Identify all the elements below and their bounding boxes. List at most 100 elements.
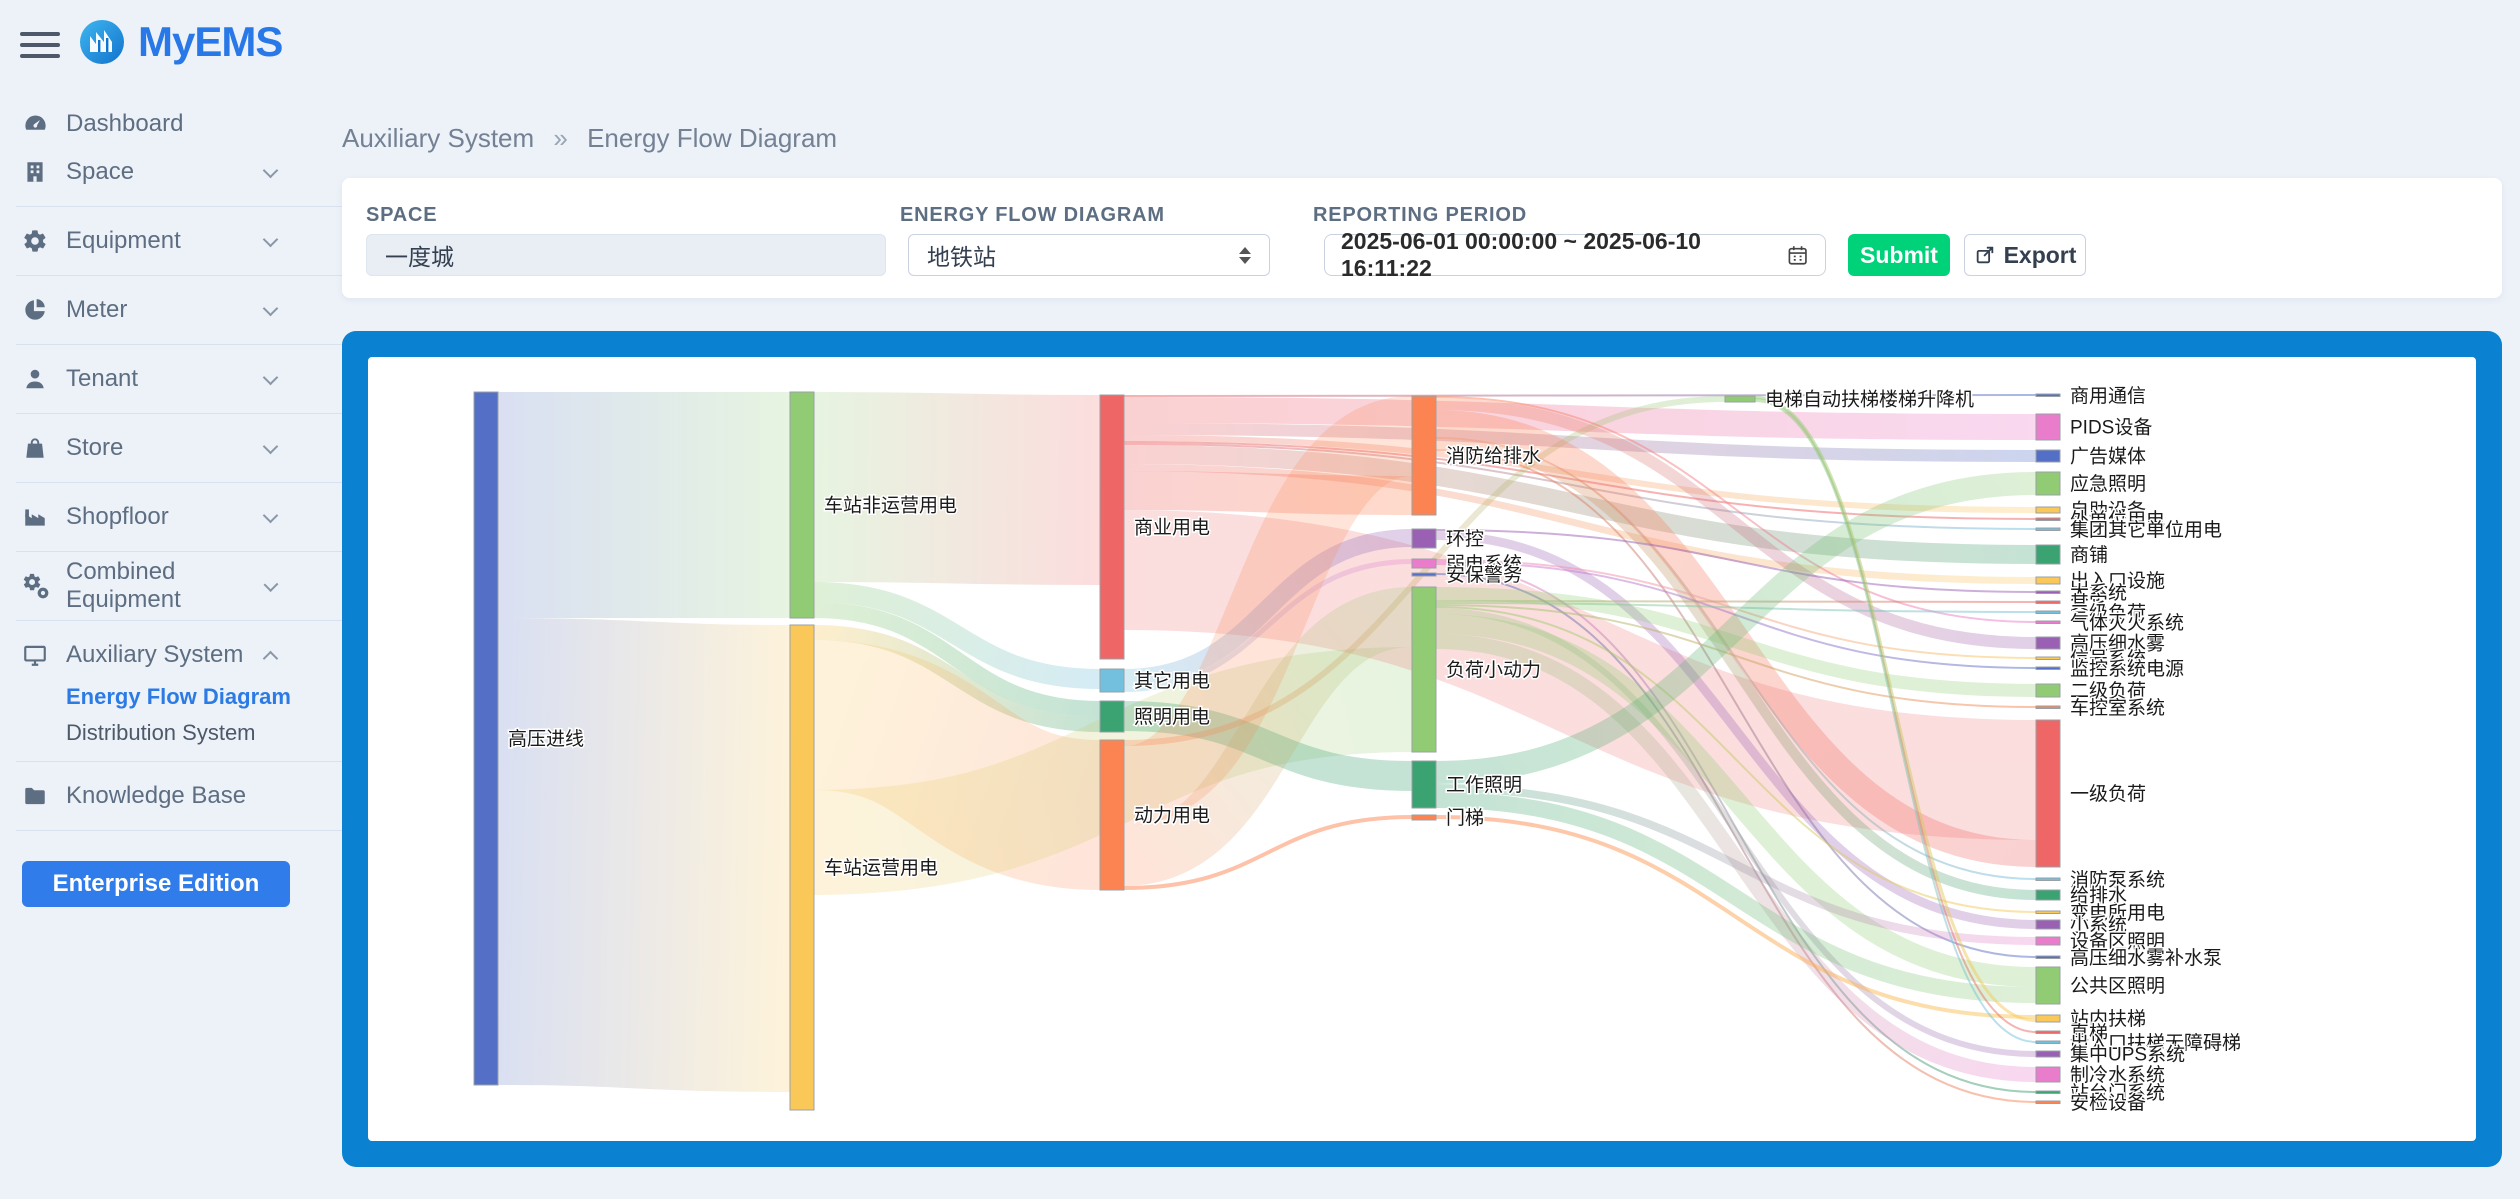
sankey-node[interactable]: [2035, 1066, 2061, 1083]
sankey-node[interactable]: [1411, 760, 1437, 809]
sankey-node[interactable]: [2035, 719, 2061, 868]
sankey-link[interactable]: [1435, 529, 2037, 593]
sankey-node[interactable]: [2035, 955, 2061, 959]
sankey-node[interactable]: [2035, 610, 2061, 614]
sankey-node[interactable]: [1411, 395, 1437, 516]
sankey-node[interactable]: [1411, 814, 1437, 821]
sankey-node[interactable]: [1411, 572, 1437, 577]
sankey-node[interactable]: [2035, 600, 2061, 604]
sidebar-item-store[interactable]: Store: [22, 424, 342, 472]
sankey-node[interactable]: [2035, 966, 2061, 1005]
sankey-link[interactable]: [1435, 396, 2037, 623]
energy-flow-diagram-select[interactable]: 地铁站: [908, 234, 1270, 276]
sankey-node[interactable]: [2035, 449, 2061, 463]
sankey-node[interactable]: [2035, 636, 2061, 650]
brand-logo[interactable]: MyEMS: [78, 18, 283, 66]
sankey-link[interactable]: [1435, 472, 2037, 784]
sidebar-item-tenant[interactable]: Tenant: [22, 355, 342, 403]
sankey-link[interactable]: [1435, 792, 2037, 1003]
sankey-link[interactable]: [1435, 815, 2037, 1019]
sankey-node[interactable]: [2035, 527, 2061, 531]
sidebar-item-dashboard[interactable]: Dashboard: [22, 100, 342, 148]
space-input[interactable]: 一度城: [366, 234, 886, 276]
sankey-node[interactable]: [2035, 1040, 2061, 1044]
sankey-node[interactable]: [1411, 528, 1437, 549]
sankey-node[interactable]: [2035, 889, 2061, 901]
sankey-node[interactable]: [2035, 620, 2061, 624]
sankey-node[interactable]: [2035, 393, 2061, 397]
sankey-node[interactable]: [1099, 739, 1125, 891]
submit-button[interactable]: Submit: [1848, 234, 1950, 276]
export-button[interactable]: Export: [1964, 234, 2086, 276]
sankey-node[interactable]: [2035, 413, 2061, 441]
sidebar-item-auxiliary-system[interactable]: Auxiliary System: [22, 631, 342, 679]
sankey-link[interactable]: [813, 392, 1101, 585]
sankey-node[interactable]: [789, 391, 815, 619]
sankey-node[interactable]: [2035, 1030, 2061, 1034]
sankey-node[interactable]: [2035, 544, 2061, 565]
sankey-node[interactable]: [2035, 506, 2061, 514]
sankey-link[interactable]: [1435, 531, 2037, 929]
sankey-link[interactable]: [1435, 449, 2037, 958]
sankey-node[interactable]: [2035, 1090, 2061, 1094]
sankey-node[interactable]: [2035, 1050, 2061, 1058]
sankey-node[interactable]: [2035, 1014, 2061, 1023]
sankey-link[interactable]: [1120, 396, 1416, 826]
sankey-node[interactable]: [1099, 668, 1125, 693]
sankey-node[interactable]: [2035, 666, 2061, 670]
sankey-link[interactable]: [813, 582, 1101, 689]
sidebar-item-shopfloor[interactable]: Shopfloor: [22, 493, 342, 541]
sankey-node[interactable]: [789, 624, 815, 1111]
sankey-node[interactable]: [2035, 910, 2061, 914]
sankey-node[interactable]: [473, 391, 499, 1086]
sidebar-item-equipment[interactable]: Equipment: [22, 217, 342, 265]
sankey-node[interactable]: [1099, 394, 1125, 660]
sankey-node[interactable]: [1411, 586, 1437, 753]
sankey-link[interactable]: [1123, 815, 1413, 890]
sankey-node[interactable]: [1099, 700, 1125, 733]
sidebar-item-combined-equipment[interactable]: Combined Equipment: [22, 558, 342, 613]
sankey-link[interactable]: [1123, 423, 2037, 462]
breadcrumb-parent-link[interactable]: Auxiliary System: [342, 123, 535, 153]
sankey-link[interactable]: [1435, 559, 2037, 659]
sidebar-item-space[interactable]: Space: [22, 148, 342, 196]
sankey-link[interactable]: [1435, 439, 2037, 900]
sankey-node[interactable]: [1724, 395, 1756, 403]
sidebar-item-knowledge-base[interactable]: Knowledge Base: [22, 772, 342, 820]
sankey-node[interactable]: [2035, 471, 2061, 496]
sidebar-subitem-distribution-system[interactable]: Distribution System: [66, 720, 256, 745]
sankey-node[interactable]: [2035, 1100, 2061, 1104]
sankey-link[interactable]: [1435, 606, 2037, 913]
hamburger-menu-icon[interactable]: [20, 32, 60, 60]
sankey-node[interactable]: [2035, 517, 2061, 521]
sankey-node[interactable]: [1411, 558, 1437, 569]
sankey-link[interactable]: [1435, 602, 2037, 613]
sankey-node[interactable]: [2035, 919, 2061, 930]
sankey-link[interactable]: [1435, 437, 2037, 880]
sankey-link[interactable]: [813, 602, 1101, 717]
sankey-node[interactable]: [2035, 576, 2061, 585]
sankey-node[interactable]: [2035, 656, 2061, 660]
sankey-node[interactable]: [2035, 936, 2061, 946]
reporting-period-input[interactable]: 2025-06-01 00:00:00 ~ 2025-06-10 16:11:2…: [1324, 228, 1826, 281]
sankey-chart-area[interactable]: 高压进线 车站非运营用电 车站运营用电 商业用电 其它用电 照明用电 动力用电 消防给排水 环控…: [368, 357, 2476, 1141]
sankey-link[interactable]: [1435, 600, 2037, 603]
sankey-link[interactable]: [1754, 398, 2037, 1033]
sankey-link[interactable]: [1122, 587, 1414, 886]
sankey-link[interactable]: [1754, 400, 2037, 1043]
sankey-link[interactable]: [1435, 604, 2037, 708]
sankey-node[interactable]: [2035, 705, 2061, 709]
sankey-link[interactable]: [1435, 398, 2037, 649]
sankey-link[interactable]: [1123, 394, 2037, 397]
sankey-link[interactable]: [497, 618, 791, 1092]
sidebar-item-meter[interactable]: Meter: [22, 286, 342, 334]
sankey-link[interactable]: [1435, 634, 2037, 1082]
sankey-link[interactable]: [1123, 445, 2037, 564]
sankey-node[interactable]: [2035, 877, 2061, 881]
sankey-node[interactable]: [2035, 590, 2061, 594]
sidebar-subitem-energy-flow-diagram[interactable]: Energy Flow Diagram: [66, 684, 291, 709]
sankey-link[interactable]: [1435, 614, 2037, 987]
sankey-node[interactable]: [2035, 683, 2061, 698]
sankey-link[interactable]: [1435, 784, 2037, 945]
